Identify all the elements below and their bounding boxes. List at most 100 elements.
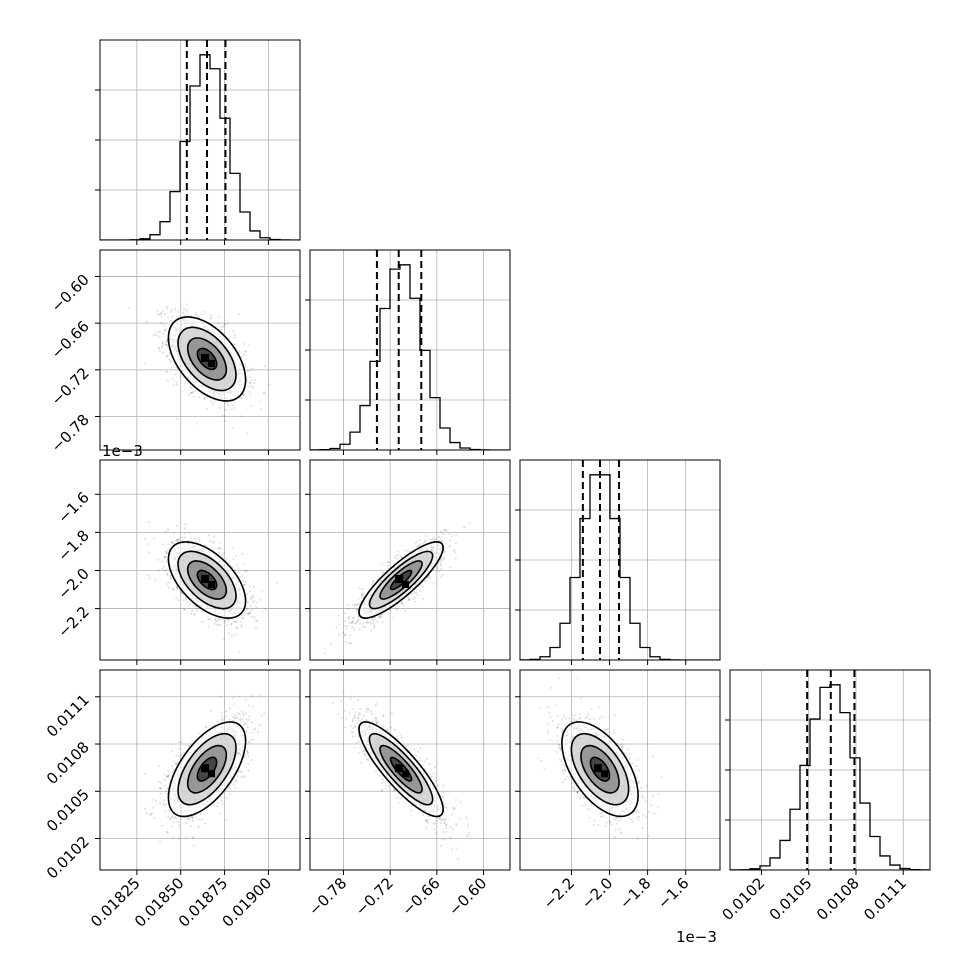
scatter-point <box>190 612 193 615</box>
scatter-point <box>372 619 375 622</box>
scatter-point <box>226 404 229 407</box>
scatter-point <box>386 561 389 564</box>
scatter-point <box>165 370 168 373</box>
scatter-point <box>231 546 234 549</box>
scatter-point <box>217 322 220 325</box>
scatter-point <box>348 642 351 645</box>
scatter-point <box>158 313 161 316</box>
scatter-point <box>247 344 250 347</box>
scatter-point <box>184 536 186 539</box>
contour-2 <box>177 550 237 610</box>
scatter-point <box>356 621 359 623</box>
scatter-point <box>148 521 150 524</box>
scatter-point <box>169 310 172 313</box>
scatter-point <box>167 547 170 550</box>
scatter-point <box>448 545 451 548</box>
scatter-point <box>247 751 249 754</box>
scatter-point <box>145 320 148 323</box>
scatter-point <box>164 555 166 558</box>
scatter-point <box>241 553 244 556</box>
scatter-point <box>428 574 431 577</box>
scatter-point <box>175 762 178 765</box>
scatter-point <box>242 580 245 583</box>
scatter-point <box>429 577 432 580</box>
scatter-point <box>145 812 148 815</box>
scatter-point <box>164 329 167 332</box>
scatter-point <box>246 432 249 435</box>
scatter-point <box>158 335 161 338</box>
scatter-point <box>361 593 363 596</box>
scatter-point <box>250 604 252 607</box>
scatter-point <box>382 572 385 574</box>
scatter-point <box>253 382 256 384</box>
scatter-point <box>223 323 226 326</box>
scatter-point <box>415 592 418 595</box>
scatter-point <box>361 587 364 590</box>
scatter-point <box>440 567 443 570</box>
scatter-point <box>185 308 188 311</box>
scatter-point <box>236 564 238 567</box>
scatter-point <box>231 403 234 406</box>
scatter-point <box>223 415 226 418</box>
scatter-point <box>354 622 357 625</box>
scatter-point <box>250 405 253 408</box>
scatter-point <box>443 557 446 560</box>
scatter-point <box>160 346 163 349</box>
scatter-point <box>231 634 233 637</box>
scatter-point <box>249 376 252 379</box>
scatter-point <box>413 596 416 599</box>
scatter-point <box>163 323 165 326</box>
scatter-point <box>352 617 355 620</box>
scatter-point <box>161 309 164 312</box>
scatter-point <box>197 732 200 735</box>
scatter-point <box>154 332 157 335</box>
scatter-point <box>184 382 187 385</box>
scatter-point <box>159 312 162 315</box>
scatter-point <box>259 407 262 410</box>
scatter-point <box>175 383 178 386</box>
scatter-point <box>161 342 164 345</box>
scatter-point <box>217 316 220 319</box>
scatter-point <box>453 549 456 552</box>
scatter-point <box>172 588 175 591</box>
y-tick-label: −2.2 <box>54 603 92 641</box>
scatter-point <box>167 316 170 319</box>
scatter-point <box>418 539 421 541</box>
scatter-point <box>170 319 172 322</box>
scatter-point <box>144 537 147 540</box>
scatter-point <box>433 582 436 585</box>
scatter-point <box>163 778 166 781</box>
scatter-point <box>250 738 253 741</box>
scatter-point <box>174 373 177 376</box>
scatter-point <box>248 382 251 385</box>
scatter-point <box>234 568 236 571</box>
panel-content <box>143 694 266 847</box>
scatter-point <box>236 627 239 630</box>
panel-3-0: 0.018250.018500.018750.019000.01020.0105… <box>43 669 301 931</box>
scatter-point <box>165 568 168 571</box>
scatter-point <box>213 540 216 543</box>
scatter-point <box>421 597 424 600</box>
scatter-point <box>407 549 410 552</box>
scatter-point <box>233 343 236 346</box>
scatter-point <box>370 629 373 632</box>
scatter-point <box>155 800 158 803</box>
scatter-point <box>348 622 351 624</box>
scatter-point <box>178 538 181 541</box>
scatter-point <box>367 621 370 624</box>
scatter-point <box>164 550 167 553</box>
scatter-point <box>233 620 236 623</box>
scatter-point <box>353 621 356 624</box>
scatter-point <box>347 608 350 611</box>
scatter-point <box>242 394 245 397</box>
scatter-point <box>362 593 365 596</box>
scatter-point <box>448 533 451 536</box>
scatter-point <box>373 580 375 583</box>
scatter-point <box>148 551 151 554</box>
scatter-point <box>248 611 251 614</box>
scatter-point <box>206 408 209 410</box>
scatter-point <box>247 612 250 615</box>
scatter-point <box>164 343 167 346</box>
scatter-point <box>370 622 372 625</box>
scatter-point <box>246 593 249 596</box>
